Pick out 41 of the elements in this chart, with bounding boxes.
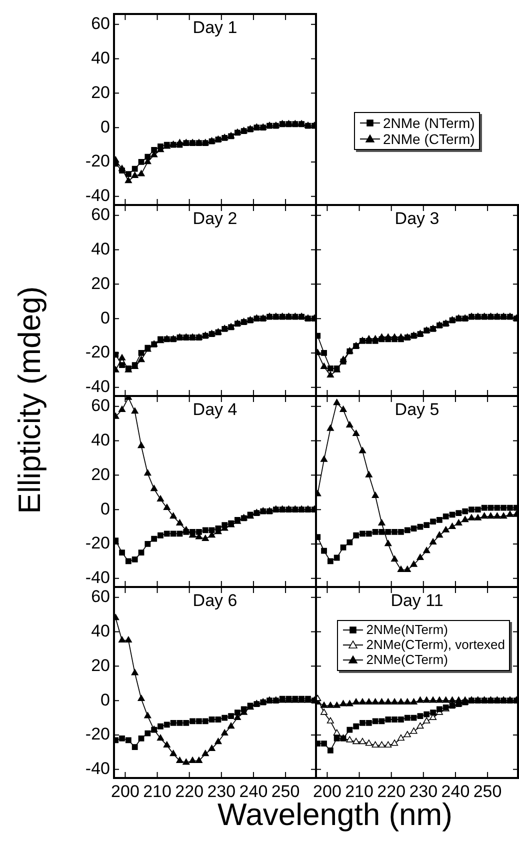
x-tick-label: 200 [111,782,140,801]
y-tick-label: 20 [91,464,110,484]
legend-label: 2NMe(CTerm), vortexed [366,636,505,653]
y-tick-label: 60 [91,587,110,606]
y-tick-label: 0 [100,117,110,136]
y-tick-label: -20 [85,724,110,744]
y-axis-title: Ellipticity (mdeg) [12,286,48,514]
y-tick-label: 20 [91,656,110,675]
y-tick-label: 20 [91,274,110,293]
y-tick-label: 40 [91,621,110,640]
y-tick-label: 60 [91,396,110,416]
y-tick-label: -40 [85,759,110,778]
chart-title: Day 1 [192,18,238,38]
x-tick-label: 210 [143,782,172,801]
y-tick-label: 40 [91,48,110,68]
y-tick-label: 0 [100,690,110,710]
y-tick-label: -40 [85,568,110,588]
chart-title: Day 3 [394,209,440,228]
legend-label: 2NMe(NTerm) [366,622,448,638]
y-tick-label: -20 [85,152,110,171]
x-tick-label: 220 [175,782,204,801]
chart-title: Day 2 [192,209,238,228]
x-tick-label: 250 [473,782,502,801]
y-tick-label: 40 [91,239,110,258]
y-tick-label: 40 [91,430,110,450]
legend-label: 2NMe (CTerm) [383,131,475,148]
y-tick-label: -20 [85,342,110,362]
y-tick-label: 0 [100,308,110,328]
chart-title: Day 11 [390,591,444,610]
y-tick-label: 20 [91,82,110,102]
chart-title: Day 4 [192,400,238,420]
y-tick-label: -20 [85,534,110,553]
y-tick-label: -40 [85,377,110,396]
y-tick-label: -40 [85,186,110,206]
chart-title: Day 5 [394,400,440,420]
y-tick-label: 60 [91,14,110,34]
y-tick-label: 0 [100,499,110,518]
y-tick-label: 60 [91,205,110,224]
legend-label: 2NMe(CTerm) [366,652,448,668]
legend-label: 2NMe (NTerm) [383,115,475,132]
chart-title: Day 6 [192,591,238,610]
